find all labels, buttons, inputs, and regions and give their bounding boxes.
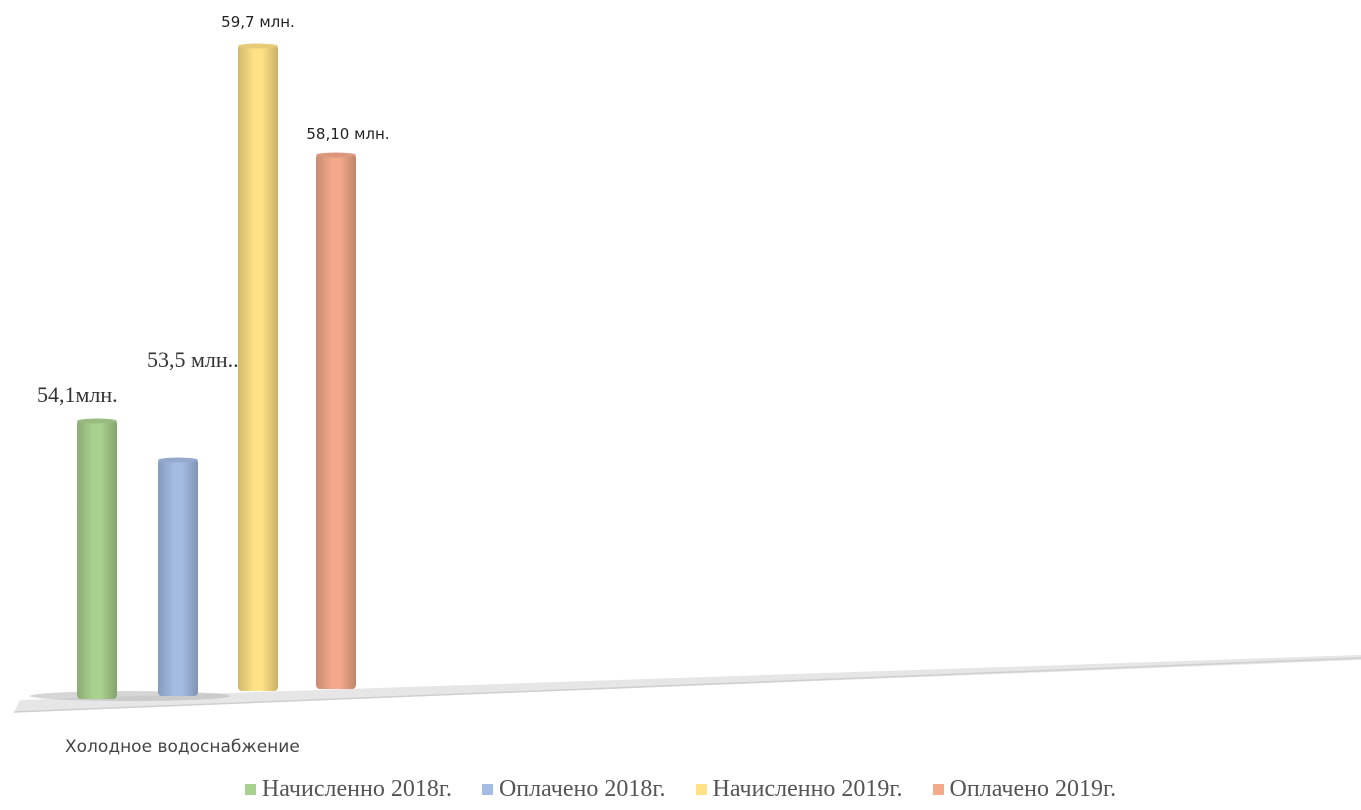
bar-top-2 bbox=[158, 457, 198, 463]
legend-label-1: Начисленно 2018г. bbox=[261, 776, 452, 802]
data-label-4: 58,10 млн. bbox=[306, 125, 389, 143]
bar-3 bbox=[238, 45, 278, 691]
bar-base-shadow bbox=[30, 691, 230, 701]
data-label-2: 53,5 млн.. bbox=[147, 347, 239, 372]
bar-top-3 bbox=[238, 43, 278, 49]
legend-swatch-4 bbox=[932, 784, 944, 795]
chart: 54,1млн. 53,5 млн.. 59,7 млн. 58,10 млн. Хо… bbox=[13, 13, 1361, 757]
legend-label-2: Оплачено 2018г. bbox=[498, 776, 666, 802]
bar-1 bbox=[77, 420, 117, 699]
category-label: Холодное водоснабжение bbox=[65, 737, 300, 757]
legend-item-4: Оплачено 2019г. bbox=[932, 776, 1117, 803]
legend-label-3: Начисленно 2019г. bbox=[712, 776, 903, 802]
bar-top-1 bbox=[77, 418, 117, 424]
legend: Начисленно 2018г. Оплачено 2018г. Начислен… bbox=[0, 776, 1361, 803]
x-axis-line bbox=[13, 657, 1361, 713]
legend-swatch-1 bbox=[244, 784, 256, 795]
legend-item-1: Начисленно 2018г. bbox=[244, 776, 452, 803]
legend-label-4: Оплачено 2019г. bbox=[949, 776, 1117, 802]
data-label-1: 54,1млн. bbox=[37, 382, 118, 407]
legend-swatch-2 bbox=[481, 784, 493, 795]
bar-4 bbox=[316, 154, 356, 689]
bar-2 bbox=[158, 459, 198, 696]
data-label-3: 59,7 млн. bbox=[221, 13, 295, 31]
legend-swatch-3 bbox=[695, 784, 707, 795]
legend-item-3: Начисленно 2019г. bbox=[695, 776, 903, 803]
bar-top-4 bbox=[316, 152, 356, 158]
legend-item-2: Оплачено 2018г. bbox=[481, 776, 666, 803]
